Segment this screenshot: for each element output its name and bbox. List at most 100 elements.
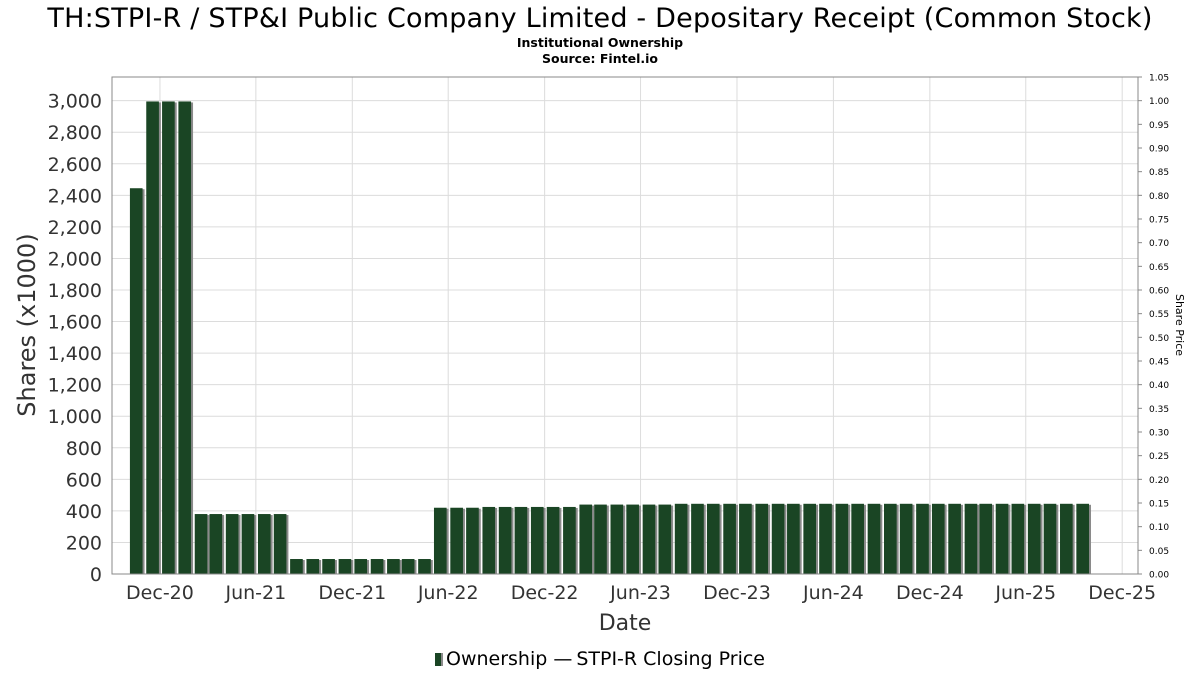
y-tick-label: 1,000 [48,406,102,428]
ownership-bar [884,503,897,574]
ownership-bar [739,503,752,574]
y2-tick-label: 1.00 [1149,97,1169,107]
ownership-bar [819,503,832,574]
legend-ownership-label: Ownership [446,648,548,670]
ownership-bar [1076,503,1089,574]
ownership-bar [948,503,961,574]
x-tick-label: Dec-23 [703,582,771,604]
ownership-bar [1043,503,1057,574]
ownership-bar [466,507,479,574]
ownership-bar [1060,503,1073,574]
ownership-bar [418,559,431,574]
y2-tick-label: 0.15 [1149,500,1169,510]
y2-tick-label: 0.50 [1149,334,1169,344]
ownership-bar [387,559,400,574]
y-tick-label: 600 [66,469,102,491]
x-tick-label: Dec-21 [318,582,386,604]
x-tick-label: Jun-22 [417,582,479,604]
y2-tick-label: 0.00 [1149,571,1169,581]
ownership-bar [322,559,335,574]
ownership-bar [1027,503,1041,574]
x-tick-label: Dec-22 [511,582,579,604]
y2-tick-label: 0.25 [1149,452,1169,462]
ownership-bar [658,504,672,574]
y-tick-label: 800 [66,438,102,460]
grid-lines [112,77,1138,575]
chart-subtitle: Institutional Ownership [516,35,684,50]
ownership-bar [530,506,544,574]
x-tick-label: Dec-20 [126,582,194,604]
ownership-bar [546,506,560,574]
ownership-bar [482,506,496,574]
y2-tick-label: 0.60 [1149,287,1169,297]
ownership-bar [691,503,704,574]
ownership-bar [626,504,639,574]
ownership-bar [771,503,785,574]
y2-tick-label: 0.35 [1149,405,1169,415]
ownership-bar [964,503,978,574]
x-axis-label: Date [599,611,652,636]
y-tick-label: 2,800 [48,122,102,144]
ownership-bar [851,503,864,574]
ownership-bar [241,514,255,574]
price-legend-line-icon: — [553,648,573,670]
y2-tick-label: 0.45 [1149,358,1169,368]
chart-source: Source: Fintel.io [542,51,658,66]
ownership-bar [401,559,415,574]
ownership-bar [257,514,271,574]
y-tick-label: 1,200 [48,375,102,397]
ownership-bar [178,101,192,574]
y2-tick-label: 0.70 [1149,239,1169,249]
y-tick-label: 3,000 [48,91,102,113]
y2-tick-label: 0.30 [1149,429,1169,439]
ownership-bar [579,504,593,574]
ownership-bar [514,506,528,574]
x-tick-label: Jun-23 [609,582,671,604]
ownership-bar [995,503,1009,574]
ownership-bar [755,503,769,574]
y-tick-label: 1,400 [48,343,102,365]
y-tick-label: 2,400 [48,185,102,207]
ownership-bar [129,188,143,574]
y-tick-label: 1,600 [48,312,102,334]
y2-tick-label: 0.75 [1149,216,1169,226]
ownership-bar [306,559,320,574]
legend-price-label: STPI-R Closing Price [576,648,765,670]
ownership-bar [787,503,800,574]
y-tick-label: 400 [66,501,102,523]
x-tick-label: Dec-25 [1088,582,1156,604]
ownership-bar [225,514,239,574]
ownership-bar [1011,503,1025,574]
x-tick-label: Jun-25 [994,582,1056,604]
y2-tick-label: 0.90 [1149,145,1169,155]
ownership-bar [146,101,159,574]
ownership-bar [498,506,512,574]
ownership-bar [979,503,993,574]
plot-frame [111,76,1139,575]
y2-tick-label: 0.85 [1149,168,1169,178]
chart-title: TH:STPI-R / STP&I Public Company Limited… [47,3,1153,34]
x-tick-label: Dec-24 [896,582,964,604]
y2-tick-label: 0.20 [1149,476,1169,486]
ownership-bar [370,559,384,574]
x-tick-label: Jun-24 [802,582,864,604]
ownership-bar [899,503,913,574]
ownership-bar [674,503,688,574]
y2-tick-label: 0.95 [1149,121,1169,131]
ownership-bar [162,101,175,574]
y2-tick-label: 0.55 [1149,310,1169,320]
ownership-bar [610,504,624,574]
y-tick-label: 2,000 [48,248,102,270]
y2-axis-label: Share Price [1173,294,1186,356]
y2-tick-label: 0.40 [1149,381,1169,391]
ownership-bar [594,504,607,574]
y2-tick-label: 0.65 [1149,263,1169,273]
ownership-bar [290,559,303,574]
y-tick-label: 2,600 [48,154,102,176]
ownership-bar [835,503,849,574]
ownership-bar [931,503,945,574]
ownership-bars [129,101,1091,574]
y2-tick-label: 0.05 [1149,547,1169,557]
